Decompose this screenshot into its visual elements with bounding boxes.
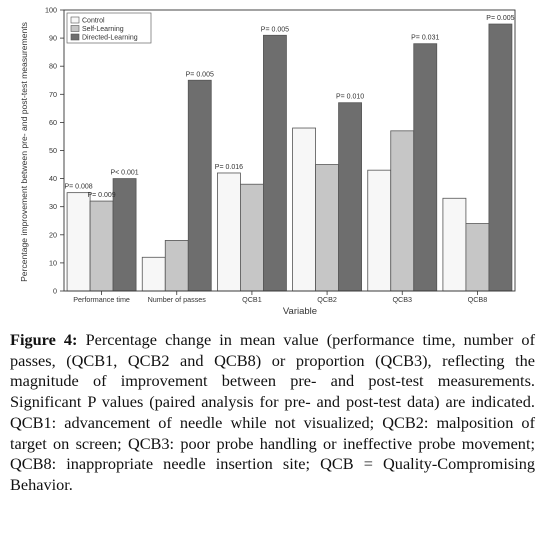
p-value-label: P< 0.001 (110, 170, 138, 177)
y-tick-label: 60 (49, 118, 57, 127)
x-axis-label: Variable (283, 306, 317, 317)
x-tick-label: Performance time (73, 295, 130, 304)
bar-qcb3-self-learning (390, 130, 415, 292)
p-value-label: P= 0.005 (186, 71, 214, 78)
y-tick-label: 0 (53, 287, 57, 296)
y-tick-label: 100 (45, 6, 57, 15)
y-tick-label: 80 (49, 62, 57, 71)
legend-entry: Directed-Learning (82, 35, 138, 42)
p-value-label: P= 0.005 (261, 26, 289, 33)
caption-text: Percentage change in mean value (perform… (10, 330, 535, 494)
p-value-label: P= 0.031 (411, 35, 439, 42)
bar-number-of-passes-directed-learning (187, 79, 212, 292)
bar-performance-time-directed-learning (112, 178, 137, 292)
p-value-label: P= 0.009 (87, 192, 115, 199)
bar-qcb8-control (442, 197, 467, 292)
p-value-label: P= 0.008 (64, 184, 92, 191)
bar-qcb1-control (217, 172, 241, 292)
legend-swatch (70, 25, 80, 32)
p-value-label: P= 0.005 (486, 15, 514, 22)
y-tick-label: 90 (49, 34, 57, 43)
bar-qcb3-control (367, 169, 392, 292)
bar-performance-time-control (66, 192, 91, 292)
y-tick-label: 40 (49, 174, 57, 183)
axes-layer: 0 10 20 30 40 50 60 70 80 90 100 Performance time Nu… (45, 6, 516, 304)
y-tick-label: 10 (49, 258, 57, 267)
legend-entry: Control (82, 18, 105, 25)
bar-qcb3-directed-learning (413, 43, 438, 292)
x-tick-label: QCB2 (317, 295, 337, 304)
y-axis-label: Percentage improvement between pre- and … (19, 22, 29, 282)
bar-qcb2-self-learning (315, 164, 339, 292)
bar-qcb8-self-learning (465, 223, 490, 292)
p-value-label: P= 0.016 (215, 164, 243, 171)
legend-entry: Self-Learning (82, 26, 124, 33)
bar-qcb1-directed-learning (263, 34, 287, 292)
y-tick-label: 20 (49, 230, 57, 239)
figure-caption: Figure 4: Percentage change in mean valu… (10, 330, 535, 496)
y-tick-label: 50 (49, 146, 57, 155)
x-tick-label: QCB8 (468, 295, 488, 304)
bars-layer (66, 23, 513, 292)
bar-number-of-passes-self-learning (164, 240, 189, 292)
x-tick-label: QCB1 (242, 295, 262, 304)
bar-qcb2-control (292, 127, 316, 292)
bar-qcb1-self-learning (240, 183, 264, 292)
x-tick-label: QCB3 (392, 295, 412, 304)
legend-box (66, 12, 152, 44)
bar-qcb8-directed-learning (488, 23, 513, 292)
y-tick-label: 70 (49, 90, 57, 99)
bar-qcb2-directed-learning (338, 102, 362, 292)
y-tick-label: 30 (49, 202, 57, 211)
legend-swatch (70, 16, 80, 24)
x-tick-label: Number of passes (148, 295, 207, 304)
p-value-label: P= 0.010 (336, 94, 364, 101)
bar-number-of-passes-control (141, 256, 166, 292)
legend-swatch (70, 33, 80, 41)
figure-label: Figure 4: (10, 330, 78, 349)
bar-performance-time-self-learning (89, 200, 114, 292)
